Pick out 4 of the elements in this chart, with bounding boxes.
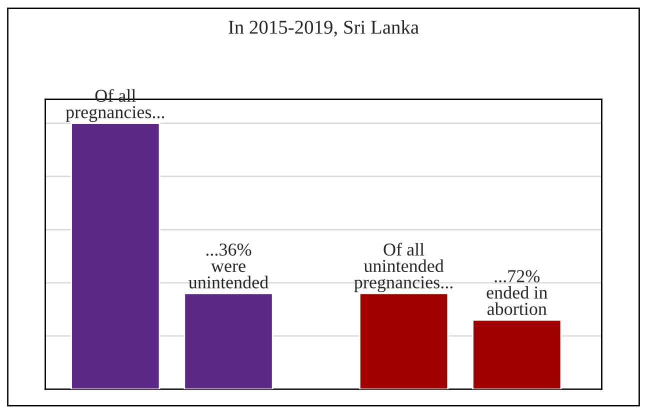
x-tick-label: Of all unintended pregnancies... — [354, 242, 452, 292]
chart-title: In 2015-2019, Sri Lanka — [228, 20, 419, 37]
x-tick-label: ...36% were unintended — [188, 244, 268, 288]
x-tick-label: ...72% ended in abortion — [486, 270, 548, 316]
